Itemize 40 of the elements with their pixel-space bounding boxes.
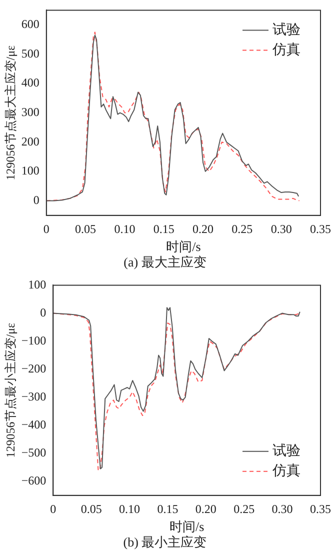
legend-label: 仿真	[272, 463, 300, 480]
y-tick-label: 300	[21, 104, 40, 119]
y-tick-label: 0	[33, 192, 40, 207]
y-axis-title: 129056节点最小主应变/με	[3, 322, 18, 458]
x-tick-label: 0.30	[270, 222, 292, 236]
x-tick-label: 0.20	[195, 502, 216, 516]
y-axis-title: 129056节点最大主应变/με	[3, 45, 18, 180]
x-tick-label: 0.15	[157, 502, 178, 516]
y-tick-label: −200	[21, 361, 46, 376]
y-tick-label: −500	[21, 446, 46, 460]
x-tick-label: 0.25	[232, 222, 253, 236]
x-tick-label: 0.35	[310, 502, 331, 516]
x-tick-label: 0.05	[75, 222, 96, 236]
x-tick-label: 0.30	[272, 502, 293, 516]
y-tick-label: 500	[21, 46, 40, 60]
y-tick-label: 400	[21, 76, 40, 90]
y-tick-label: 600	[21, 17, 40, 32]
x-tick-label: 0.15	[153, 222, 174, 236]
legend-label: 试验	[272, 443, 300, 460]
y-tick-label: 0	[40, 305, 46, 320]
y-tick-label: −300	[21, 389, 46, 404]
x-axis-title: 时间/s	[170, 519, 204, 534]
x-tick-label: 0.05	[80, 502, 102, 516]
legend-label: 试验	[272, 22, 300, 38]
legend-label: 仿真	[272, 42, 300, 58]
y-tick-label: 100	[28, 277, 46, 292]
x-tick-label: 0.10	[119, 502, 140, 516]
x-tick-label: 0.25	[234, 502, 255, 516]
x-tick-label: 0	[50, 502, 56, 516]
x-tick-label: 0.35	[310, 222, 331, 236]
text: (a) 最大主应变	[124, 254, 206, 270]
text: (b) 最小主应变	[123, 534, 207, 550]
y-tick-label: 200	[21, 134, 40, 148]
y-tick-label: −400	[21, 417, 46, 432]
x-tick-label: 0.10	[114, 222, 136, 236]
y-tick-label: −600	[21, 474, 46, 488]
x-tick-label: 0.20	[192, 222, 214, 236]
y-tick-label: 100	[21, 164, 40, 178]
x-axis-title: 时间/s	[166, 239, 201, 254]
y-tick-label: −100	[21, 333, 46, 348]
